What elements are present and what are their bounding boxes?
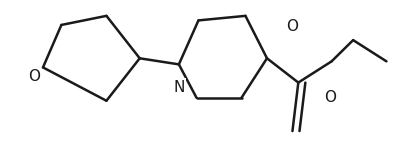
Text: O: O xyxy=(286,19,298,34)
Text: O: O xyxy=(28,69,40,84)
Text: N: N xyxy=(173,80,185,95)
Text: O: O xyxy=(324,90,336,105)
